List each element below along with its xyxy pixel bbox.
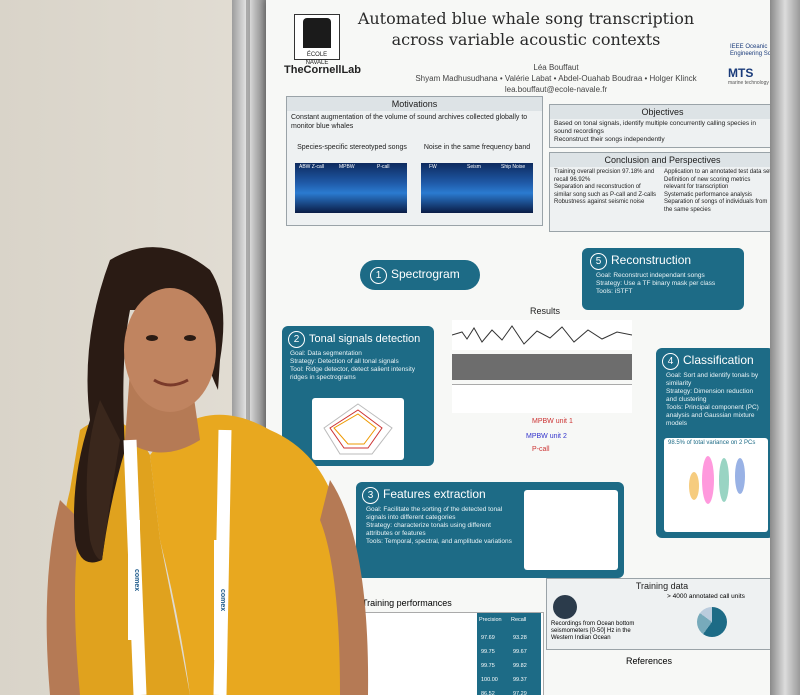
perspective-item: Systematic performance analysis: [664, 191, 753, 198]
booth-pole-right: [770, 0, 800, 695]
perspective-item: Separation of songs of individuals from …: [664, 199, 768, 213]
results-waveform: [451, 320, 633, 350]
motivations-box: Motivations Constant augmentation of the…: [286, 96, 543, 226]
map-caption: Recordings from Ocean bottom seismometer…: [551, 621, 635, 641]
songs-caption: Species-specific stereotyped songs: [297, 144, 407, 151]
table-cell: 97.29: [513, 691, 527, 695]
results-heading: Results: [529, 306, 560, 316]
results-tracks: MPBW unit 1 MPBW unit 2 P-call: [526, 418, 573, 453]
recall-header: Recall: [511, 617, 527, 623]
objective-item: Based on tonal signals, identify multipl…: [554, 120, 756, 135]
training-perf-heading: Training performances: [362, 598, 452, 608]
objective-item: Reconstruct their songs independently: [554, 136, 665, 143]
ieee-oes-logo: IEEE Oceanic Engineering Society: [730, 44, 784, 57]
globe-icon: [553, 595, 577, 619]
lanyard-left: comex: [128, 520, 140, 640]
conclusion-heading: Conclusion and Perspectives: [550, 153, 775, 167]
noise-spectrograms: [421, 163, 533, 213]
step-4-classification: 4 Classification Goal: Sort and identify …: [656, 348, 774, 538]
features-figure: [524, 490, 618, 570]
training-data-heading: Training data: [547, 579, 777, 593]
step-5-reconstruction: 5 Reconstruction Goal: Reconstruct indepe…: [582, 248, 744, 310]
table-cell: 99.75: [481, 663, 495, 669]
results-spectrogram: [452, 354, 632, 380]
motivations-text: Constant augmentation of the volume of s…: [291, 114, 528, 130]
perf-highlight: [477, 613, 541, 695]
table-cell: 100.00: [481, 677, 498, 683]
step-3-features-extraction: 3 Features extraction Goal: Facilitate th…: [356, 482, 624, 578]
references-heading: References: [626, 656, 673, 666]
table-cell: 97.69: [481, 635, 495, 641]
poster-authors: Léa Bouffaut Shyam Madhusudhana • Valéri…: [415, 63, 697, 94]
pie-chart: [697, 607, 727, 637]
table-cell: 93.28: [513, 635, 527, 641]
training-total: > 4000 annotated call units: [667, 593, 745, 600]
table-cell: 99.75: [481, 649, 495, 655]
training-data-box: Training data > 4000 annotated call unit…: [546, 578, 778, 650]
step-1-spectrogram: 1 Spectrogram: [360, 260, 480, 290]
song-spectrograms: [295, 163, 407, 213]
poster: ÉCOLE NAVALE TheCornellLab Automated blu…: [266, 0, 796, 695]
radar-chart: [312, 398, 404, 460]
motivations-heading: Motivations: [287, 97, 542, 111]
table-cell: 99.67: [513, 649, 527, 655]
presenter-person: [46, 247, 369, 695]
table-cell: 86.52: [481, 691, 495, 695]
lanyard-right: comex: [214, 540, 226, 660]
ecole-navale-logo: ÉCOLE NAVALE: [294, 14, 340, 66]
table-cell: 99.37: [513, 677, 527, 683]
pole-groove: [246, 0, 250, 695]
mts-logo: MTS marine technology society: [728, 66, 786, 86]
step-2-tonal-detection: 2 Tonal signals detection Goal: Data segm…: [282, 326, 434, 466]
conclusion-item: Separation and reconstruction of similar…: [554, 184, 657, 198]
training-perf-table: Precision Recall 97.69 99.75 99.75 100.0…: [346, 612, 544, 695]
results-tonals: [452, 384, 632, 413]
conclusion-item: Robustness against seismic noise: [554, 199, 645, 205]
noise-caption: Noise in the same frequency band: [423, 144, 531, 151]
objectives-heading: Objectives: [550, 105, 775, 119]
poster-title: Automated blue whale song transcription …: [357, 9, 695, 49]
conclusion-box: Conclusion and Perspectives Training ove…: [549, 152, 776, 232]
cornell-lab-logo: TheCornellLab: [284, 64, 362, 76]
perspective-item: Application to an annotated test data se…: [664, 169, 772, 175]
conclusion-item: Training overall precision 97.18% and re…: [554, 169, 655, 183]
table-cell: 99.82: [513, 663, 527, 669]
precision-header: Precision: [479, 617, 502, 623]
perspective-item: Definition of new scoring metrics releva…: [664, 176, 751, 191]
pca-plot: 98.5% of total variance on 2 PCs: [664, 438, 768, 532]
objectives-box: Objectives Based on tonal signals, ident…: [549, 104, 776, 148]
